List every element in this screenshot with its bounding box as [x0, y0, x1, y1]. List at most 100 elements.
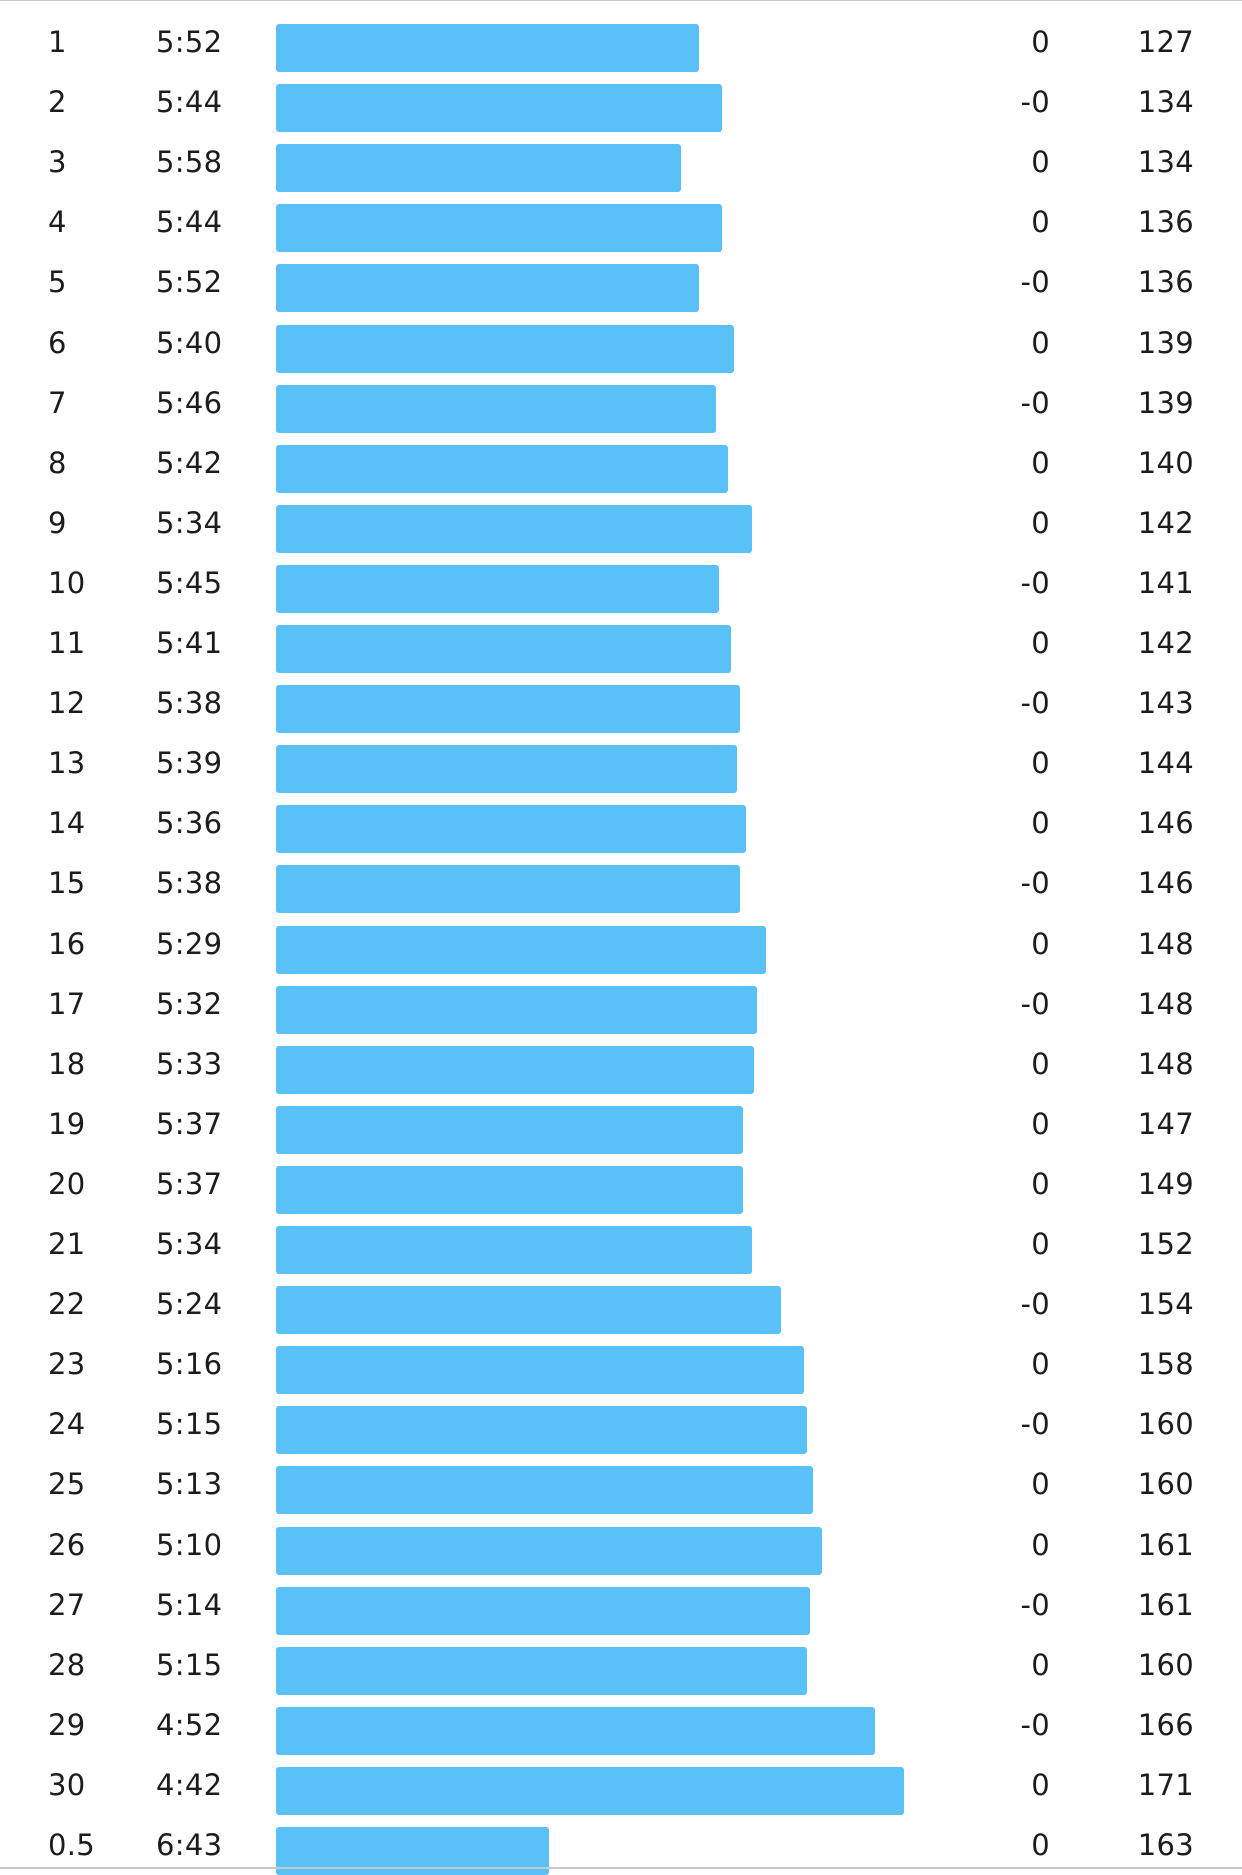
split-pace-value: 5:34	[156, 505, 223, 540]
split-row[interactable]: 18 5:33 0 148	[0, 1034, 1242, 1094]
split-elevation-value: 0	[1031, 1166, 1050, 1201]
split-pace-value: 5:45	[156, 565, 223, 600]
split-row[interactable]: 23 5:16 0 158	[0, 1334, 1242, 1395]
split-row[interactable]: 11 5:41 0 142	[0, 613, 1242, 673]
split-heart-rate-value: 144	[1137, 746, 1194, 781]
split-km-label: 15	[48, 866, 86, 901]
split-heart-rate-value: 148	[1137, 926, 1194, 961]
split-pace-value: 5:52	[156, 25, 223, 59]
split-pace-value: 4:42	[156, 1767, 223, 1802]
split-row[interactable]: 13 5:39 0 144	[0, 733, 1242, 794]
pace-bar	[276, 264, 699, 313]
split-heart-rate-value: 160	[1137, 1467, 1194, 1502]
split-km-label: 27	[48, 1587, 86, 1622]
split-heart-rate-value: 127	[1137, 25, 1194, 59]
split-heart-rate-value: 154	[1137, 1287, 1194, 1322]
split-pace-value: 5:16	[156, 1347, 223, 1382]
pace-bar	[276, 745, 737, 794]
split-row[interactable]: 20 5:37 0 149	[0, 1154, 1242, 1214]
split-row[interactable]: 15 5:38 -0 146	[0, 853, 1242, 914]
pace-bar	[276, 1226, 752, 1274]
split-elevation-value: 0	[1031, 505, 1050, 540]
split-elevation-value: 0	[1031, 145, 1050, 180]
pace-bar	[276, 384, 716, 433]
split-heart-rate-value: 140	[1137, 445, 1194, 480]
split-row[interactable]: 12 5:38 -0 143	[0, 673, 1242, 734]
top-divider	[0, 0, 1242, 1]
split-row[interactable]: 30 4:42 0 171	[0, 1755, 1242, 1815]
pace-bar	[276, 925, 766, 974]
split-row[interactable]: 8 5:42 0 140	[0, 433, 1242, 493]
split-row[interactable]: 29 4:52 -0 166	[0, 1695, 1242, 1755]
split-heart-rate-value: 136	[1137, 205, 1194, 240]
split-elevation-value: 0	[1031, 1106, 1050, 1141]
split-pace-value: 5:42	[156, 445, 223, 480]
split-elevation-value: -0	[1020, 866, 1050, 901]
pace-bar	[276, 504, 752, 553]
split-elevation-value: -0	[1020, 1587, 1050, 1622]
split-km-label: 22	[48, 1287, 86, 1322]
split-row[interactable]: 25 5:13 0 160	[0, 1454, 1242, 1515]
pace-bar	[276, 1346, 804, 1395]
split-row[interactable]: 3 5:58 0 134	[0, 132, 1242, 193]
split-pace-value: 5:15	[156, 1407, 223, 1442]
pace-bar	[276, 985, 757, 1034]
split-km-label: 4	[48, 205, 67, 240]
pace-bar	[276, 324, 734, 373]
split-km-label: 21	[48, 1227, 86, 1261]
split-pace-value: 5:14	[156, 1587, 223, 1622]
split-row[interactable]: 24 5:15 -0 160	[0, 1394, 1242, 1455]
split-elevation-value: 0	[1031, 1347, 1050, 1382]
split-heart-rate-value: 146	[1137, 806, 1194, 841]
split-row[interactable]: 4 5:44 0 136	[0, 192, 1242, 253]
split-elevation-value: 0	[1031, 25, 1050, 59]
split-row[interactable]: 26 5:10 0 161	[0, 1515, 1242, 1575]
split-heart-rate-value: 152	[1137, 1227, 1194, 1261]
split-row[interactable]: 27 5:14 -0 161	[0, 1575, 1242, 1635]
pace-bar	[276, 564, 719, 613]
split-row[interactable]: 1 5:52 0 127	[0, 12, 1242, 72]
split-km-label: 28	[48, 1647, 86, 1682]
split-heart-rate-value: 139	[1137, 385, 1194, 420]
split-row[interactable]: 10 5:45 -0 141	[0, 553, 1242, 613]
split-heart-rate-value: 142	[1137, 626, 1194, 660]
split-heart-rate-value: 143	[1137, 686, 1194, 721]
split-row[interactable]: 0.5 6:43 0 163	[0, 1815, 1242, 1875]
split-row[interactable]: 5 5:52 -0 136	[0, 252, 1242, 313]
split-elevation-value: 0	[1031, 445, 1050, 480]
pace-bar	[276, 865, 740, 914]
split-km-label: 24	[48, 1407, 86, 1442]
split-pace-value: 5:38	[156, 866, 223, 901]
split-heart-rate-value: 149	[1137, 1166, 1194, 1201]
pace-bar	[276, 1586, 810, 1635]
split-km-label: 8	[48, 445, 67, 480]
split-row[interactable]: 17 5:32 -0 148	[0, 974, 1242, 1034]
split-km-label: 18	[48, 1046, 86, 1081]
split-row[interactable]: 9 5:34 0 142	[0, 493, 1242, 553]
split-row[interactable]: 6 5:40 0 139	[0, 313, 1242, 373]
split-row[interactable]: 22 5:24 -0 154	[0, 1274, 1242, 1335]
split-pace-value: 4:52	[156, 1707, 223, 1742]
split-pace-value: 5:33	[156, 1046, 223, 1081]
split-elevation-value: -0	[1020, 986, 1050, 1021]
pace-bar	[276, 1706, 875, 1755]
split-row[interactable]: 14 5:36 0 146	[0, 793, 1242, 854]
split-row[interactable]: 21 5:34 0 152	[0, 1214, 1242, 1274]
split-heart-rate-value: 166	[1137, 1707, 1194, 1742]
pace-bar	[276, 625, 731, 673]
split-pace-value: 5:44	[156, 85, 223, 120]
split-row[interactable]: 2 5:44 -0 134	[0, 72, 1242, 133]
split-elevation-value: -0	[1020, 686, 1050, 721]
split-pace-value: 5:36	[156, 806, 223, 841]
split-elevation-value: -0	[1020, 1287, 1050, 1322]
split-row[interactable]: 16 5:29 0 148	[0, 914, 1242, 974]
bottom-divider	[0, 1867, 1242, 1869]
pace-bar	[276, 444, 728, 493]
split-elevation-value: 0	[1031, 1527, 1050, 1562]
split-elevation-value: -0	[1020, 385, 1050, 420]
split-row[interactable]: 19 5:37 0 147	[0, 1094, 1242, 1154]
split-row[interactable]: 28 5:15 0 160	[0, 1635, 1242, 1695]
split-row[interactable]: 7 5:46 -0 139	[0, 373, 1242, 433]
split-km-label: 14	[48, 806, 86, 841]
split-heart-rate-value: 161	[1137, 1527, 1194, 1562]
